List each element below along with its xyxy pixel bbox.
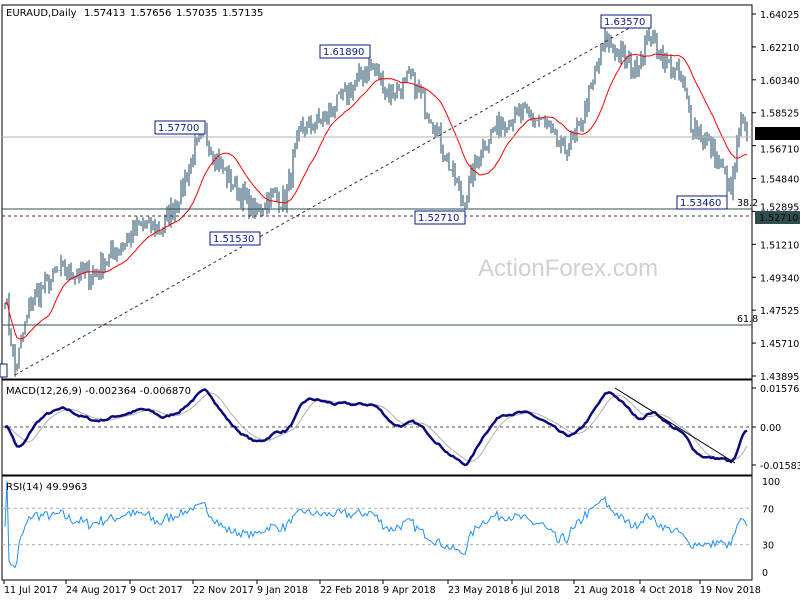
rsi-tick-label: 100 <box>762 477 780 488</box>
y-tick-label: 1.64025 <box>760 10 799 21</box>
macd-title: MACD(12,26,9) -0.002364 -0.006870 <box>6 386 191 397</box>
moving-average-line <box>4 53 748 340</box>
price-panel <box>1 4 753 380</box>
rsi-title: RSI(14) 49.9963 <box>6 482 87 493</box>
current-price-label: 1.57135 <box>759 129 798 140</box>
macd-signal-line <box>4 392 748 462</box>
rsi-tick-label: 30 <box>762 541 774 552</box>
support-price-tag <box>755 211 800 224</box>
header-symbol: EURAUD,Daily <box>6 8 77 19</box>
header-high: 1.57656 <box>130 8 171 19</box>
rsi-panel <box>1 475 753 581</box>
y-tick-label: 1.45710 <box>760 339 799 350</box>
price-annotation: 1.52710 <box>418 213 459 224</box>
trendline <box>14 21 641 376</box>
x-tick-label: 9 Apr 2018 <box>383 585 436 596</box>
price-annotation: 1.53460 <box>680 198 721 209</box>
rsi-tick-label: 0 <box>762 568 768 579</box>
x-tick-label: 23 May 2018 <box>448 585 510 596</box>
current-price-tag <box>755 127 800 140</box>
header-close: 1.57135 <box>222 8 263 19</box>
x-tick-label: 22 Nov 2017 <box>193 585 254 596</box>
x-tick-label: 4 Oct 2018 <box>640 585 693 596</box>
y-tick-label: 1.47525 <box>760 306 799 317</box>
header-low: 1.57035 <box>176 8 217 19</box>
price-annotation-box <box>0 363 8 378</box>
price-annotation: 1.51530 <box>213 234 254 245</box>
y-tick-label: 1.54840 <box>760 175 799 186</box>
x-tick-label: 24 Aug 2017 <box>66 585 127 596</box>
macd-line <box>4 388 748 467</box>
y-tick-label: 1.51210 <box>760 240 799 251</box>
x-tick-label: 19 Nov 2018 <box>700 585 761 596</box>
y-tick-label: 1.62210 <box>760 43 799 54</box>
header-open: 1.57413 <box>84 8 125 19</box>
watermark: ActionForex.com <box>478 255 658 282</box>
x-tick-label: 9 Jan 2018 <box>257 585 308 596</box>
support-price-label: 1.52710 <box>759 213 798 224</box>
rsi-tick-label: 70 <box>762 504 774 515</box>
price-annotation-box <box>209 231 261 246</box>
price-annotation: 1.63570 <box>604 17 645 28</box>
price-annotation-box <box>676 195 728 210</box>
y-tick-label: 1.43895 <box>760 372 799 383</box>
price-annotation: 1.61890 <box>323 47 364 58</box>
price-annotation-box <box>414 210 466 225</box>
price-annotation-box <box>600 14 652 29</box>
macd-tick-label: 0.015762 <box>760 384 800 395</box>
rsi-line <box>4 480 748 569</box>
price-annotation: 1.57700 <box>158 123 199 134</box>
x-tick-label: 21 Aug 2018 <box>574 585 635 596</box>
y-tick-label: 1.56710 <box>760 145 799 156</box>
fib-38-label: 38.2 <box>737 198 758 209</box>
y-tick-label: 1.58525 <box>760 109 799 120</box>
y-tick-label: 1.60340 <box>760 76 799 87</box>
y-tick-label: 1.52895 <box>760 202 799 213</box>
x-tick-label: 11 Jul 2017 <box>4 585 58 596</box>
macd-tick-label: 0.00 <box>760 423 781 434</box>
x-tick-label: 6 Jul 2018 <box>512 585 560 596</box>
fib-61-label: 61.8 <box>737 314 758 325</box>
price-annotation-box <box>319 44 371 59</box>
x-tick-label: 22 Feb 2018 <box>320 585 379 596</box>
x-tick-label: 9 Oct 2017 <box>130 585 183 596</box>
macd-tick-label: -0.015834 <box>760 461 800 472</box>
macd-trendline <box>614 387 736 464</box>
y-tick-label: 1.49340 <box>760 273 799 284</box>
price-annotation-box <box>154 120 206 135</box>
